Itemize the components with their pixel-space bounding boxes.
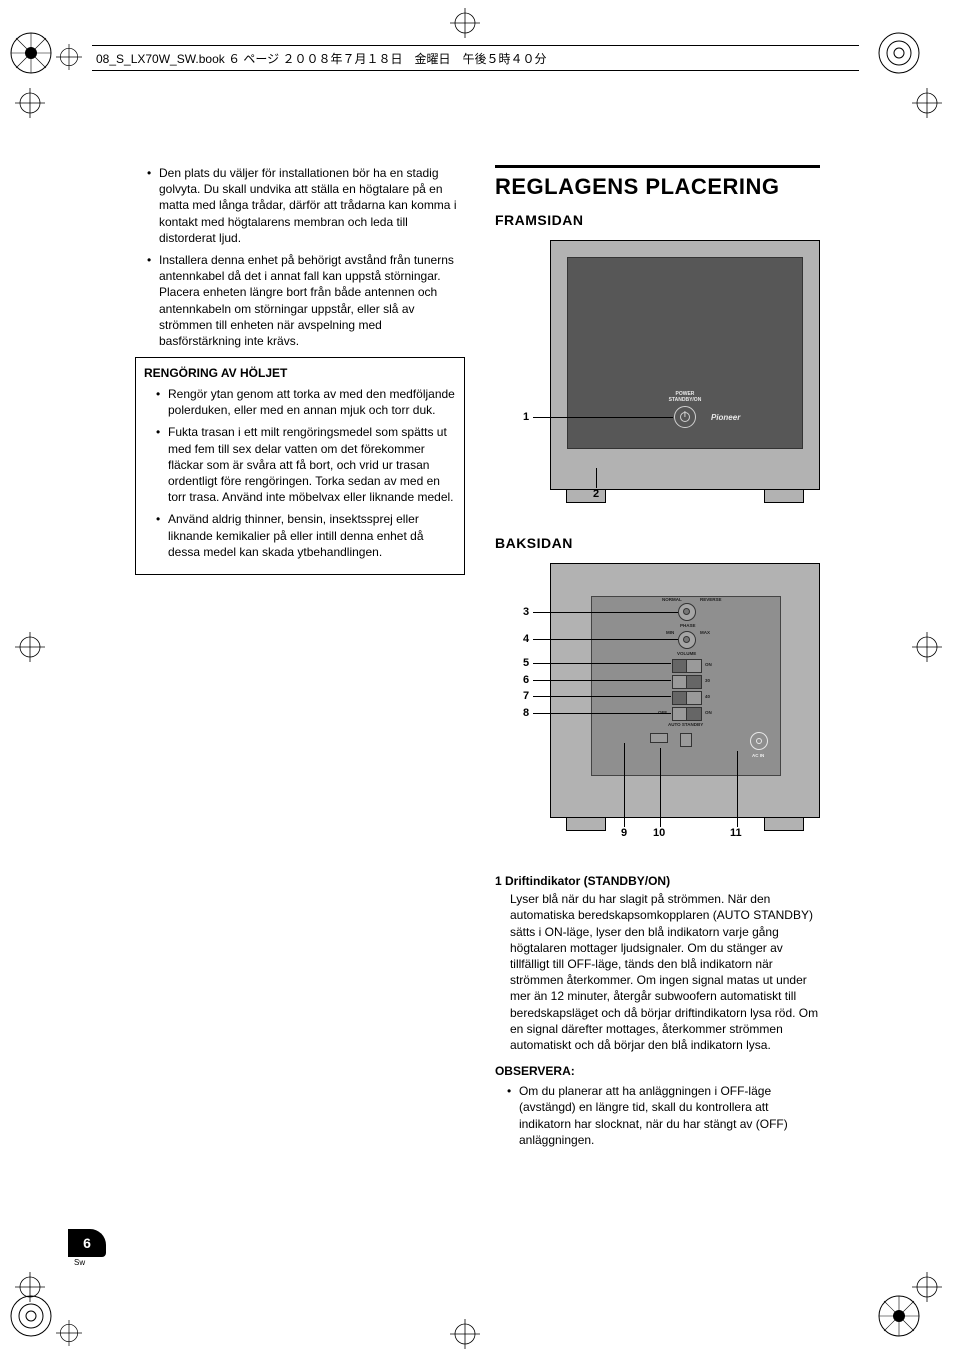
cleaning-item: Använd aldrig thinner, bensin, insektssp…	[156, 511, 456, 560]
switch-5	[672, 659, 702, 673]
crosshair-left-mid	[15, 632, 45, 662]
observera-item: Om du planerar att ha anläggningen i OFF…	[507, 1083, 820, 1148]
phase-reverse-label: REVERSE	[700, 597, 722, 602]
crosshair-left-bot	[15, 1272, 45, 1302]
volume-title-label: VOLUME	[677, 651, 696, 656]
cord-anchor-graphic	[650, 733, 668, 743]
brand-text: Pioneer	[711, 413, 740, 422]
acin-label: AC IN	[752, 753, 764, 758]
callout-9: 9	[621, 827, 627, 839]
registration-mark-tr	[874, 28, 924, 78]
controls-heading: REGLAGENS PLACERING	[495, 165, 820, 200]
callout-3: 3	[523, 606, 529, 618]
phase-normal-label: NORMAL	[662, 597, 682, 602]
crosshair-left-top	[15, 88, 45, 118]
callout-8: 8	[523, 707, 529, 719]
right-column: REGLAGENS PLACERING FRAMSIDAN POWER STAN…	[495, 165, 820, 1154]
book-header-line: 08_S_LX70W_SW.book ６ ページ ２００８年７月１８日 金曜日 …	[64, 50, 859, 67]
observera-head: OBSERVERA:	[495, 1063, 820, 1079]
volume-knob-graphic	[678, 631, 696, 649]
front-subheading: FRAMSIDAN	[495, 212, 820, 228]
crosshair-right-bot	[912, 1272, 942, 1302]
cleaning-box-title: RENGÖRING AV HÖLJET	[144, 366, 456, 380]
cord-plug-graphic	[680, 733, 692, 747]
phase-title-label: PHASE	[680, 623, 696, 628]
switch-8	[672, 707, 702, 721]
registration-mark-tl	[6, 28, 56, 78]
vol-min-label: MIN	[666, 630, 674, 635]
rear-diagram: NORMAL REVERSE PHASE MIN MAX VOLUME ON 3…	[525, 563, 820, 853]
callout-10: 10	[653, 827, 665, 839]
desc-1-body: Lyser blå när du har slagit på strömmen.…	[495, 891, 820, 1053]
observera-list: Om du planerar att ha anläggningen i OFF…	[495, 1083, 820, 1148]
vol-max-label: MAX	[700, 630, 710, 635]
cleaning-item: Fukta trasan i ett milt rengöringsmedel …	[156, 424, 456, 505]
crosshair-footer-left	[56, 1320, 82, 1346]
page-language-code: Sw	[74, 1258, 85, 1267]
cleaning-item: Rengör ytan genom att torka av med den m…	[156, 386, 456, 418]
crosshair-bottom-center	[450, 1319, 480, 1349]
switch-6	[672, 675, 702, 689]
left-column: Den plats du väljer för installationen b…	[135, 165, 465, 1154]
callout-4: 4	[523, 633, 529, 645]
description-block: 1 Driftindikator (STANDBY/ON) Lyser blå …	[495, 873, 820, 1148]
page-number: 6	[83, 1235, 91, 1251]
power-button-graphic	[674, 406, 696, 428]
callout-7: 7	[523, 690, 529, 702]
install-note-item: Installera denna enhet på behörigt avstå…	[147, 252, 465, 349]
callout-6: 6	[523, 674, 529, 686]
crosshair-top-center	[450, 8, 480, 38]
book-filename-text: 08_S_LX70W_SW.book ６ ページ ２００８年７月１８日 金曜日 …	[94, 50, 549, 67]
page-number-badge: 6	[68, 1229, 106, 1257]
rca-input-graphic	[750, 732, 768, 750]
callout-1: 1	[523, 411, 529, 423]
cleaning-box: RENGÖRING AV HÖLJET Rengör ytan genom at…	[135, 357, 465, 575]
callout-2: 2	[593, 488, 599, 500]
phase-knob-graphic	[678, 603, 696, 621]
power-label: POWER STANDBY/ON	[669, 392, 702, 403]
crosshair-right-top	[912, 88, 942, 118]
install-notes-list: Den plats du väljer för installationen b…	[135, 165, 465, 349]
front-diagram: POWER STANDBY/ON Pioneer 1 2	[525, 240, 820, 515]
crosshair-right-mid	[912, 632, 942, 662]
cleaning-list: Rengör ytan genom att torka av med den m…	[144, 386, 456, 560]
rear-subheading: BAKSIDAN	[495, 535, 820, 551]
callout-11: 11	[730, 827, 742, 839]
callout-5: 5	[523, 657, 529, 669]
switch-7	[672, 691, 702, 705]
install-note-item: Den plats du väljer för installationen b…	[147, 165, 465, 246]
desc-1-head: 1 Driftindikator (STANDBY/ON)	[495, 873, 820, 889]
